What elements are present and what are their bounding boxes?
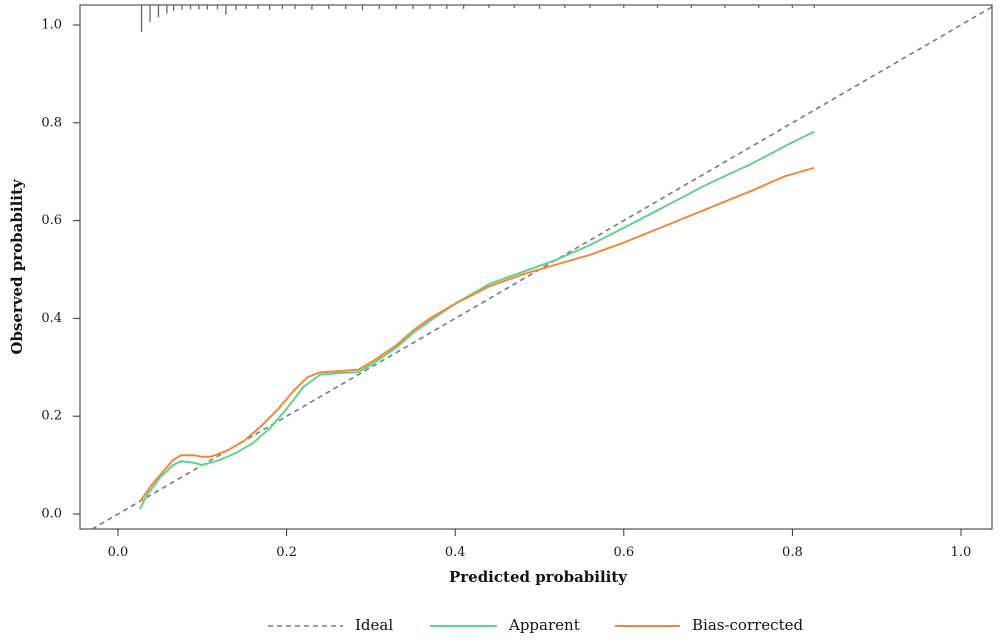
y-tick-label: 0.6 xyxy=(41,213,62,228)
y-tick-label: 1.0 xyxy=(41,18,62,33)
y-tick-label: 0.0 xyxy=(41,507,62,522)
bias-corrected-line xyxy=(139,166,815,503)
x-tick-label: 0.2 xyxy=(276,545,297,560)
y-tick-label: 0.2 xyxy=(41,409,62,424)
legend-label-ideal: Ideal xyxy=(355,616,393,634)
legend: Ideal Apparent Bias-corrected xyxy=(268,616,803,634)
y-tick-label: 0.4 xyxy=(41,311,62,326)
x-axis: 0.0 0.2 0.4 0.6 0.8 1.0 xyxy=(108,529,972,560)
apparent-line xyxy=(139,130,815,510)
x-tick-label: 0.6 xyxy=(613,545,634,560)
x-tick-label: 0.0 xyxy=(108,545,129,560)
y-tick-label: 0.8 xyxy=(41,115,62,130)
legend-label-bias-corrected: Bias-corrected xyxy=(692,616,803,634)
x-axis-title: Predicted probability xyxy=(449,568,628,586)
x-tick-label: 1.0 xyxy=(951,545,972,560)
x-tick-label: 0.4 xyxy=(445,545,466,560)
legend-label-apparent: Apparent xyxy=(508,616,580,634)
y-axis-title: Observed probability xyxy=(8,178,26,355)
y-axis: 0.0 0.2 0.4 0.6 0.8 1.0 xyxy=(41,18,80,522)
plot-frame xyxy=(79,4,993,530)
rug-plot xyxy=(140,5,815,32)
x-tick-label: 0.8 xyxy=(782,545,803,560)
